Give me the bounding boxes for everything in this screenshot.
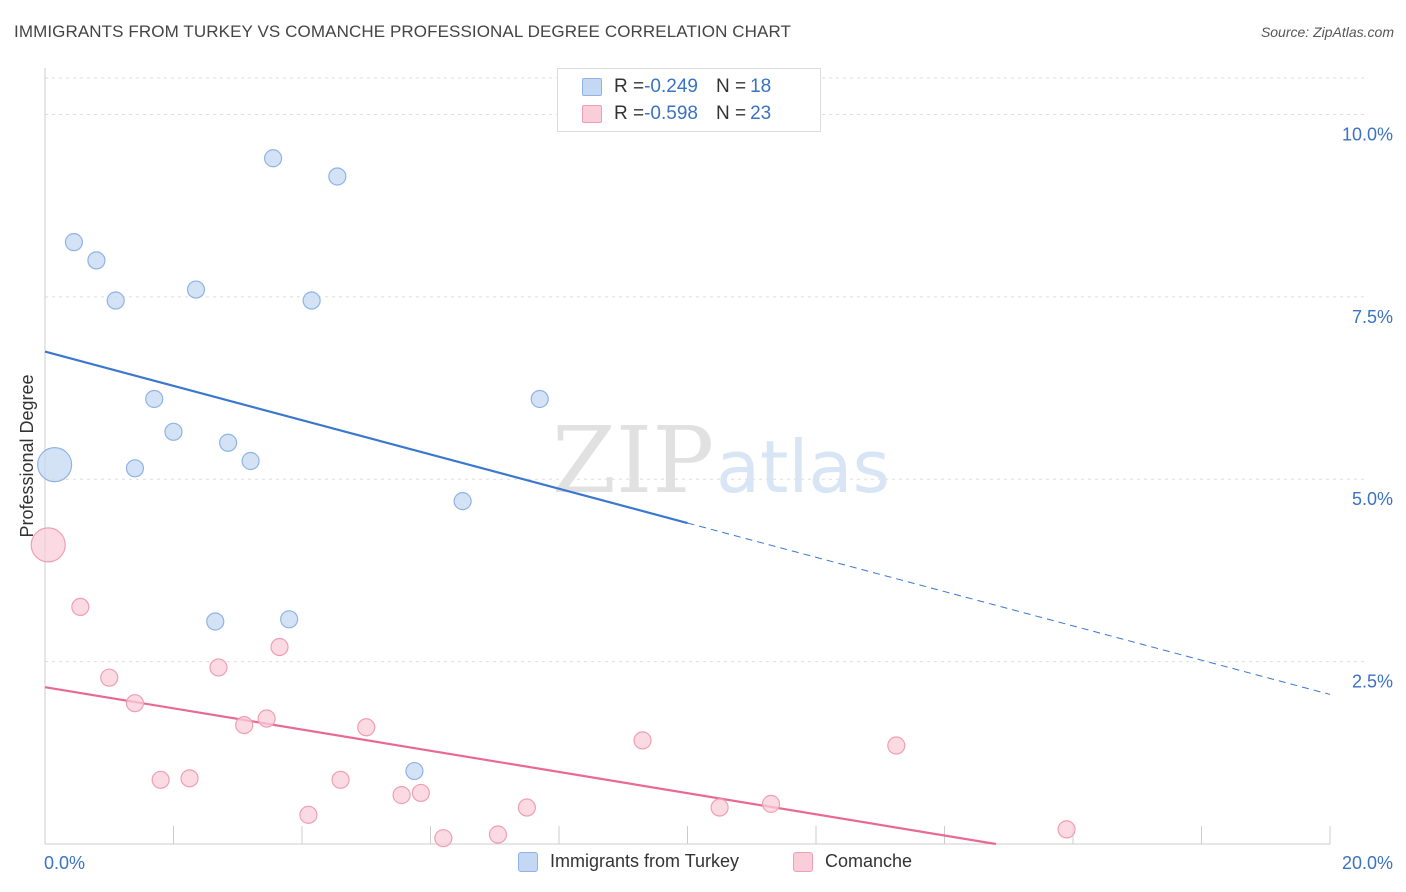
comanche-point bbox=[209, 658, 228, 677]
comanche-point bbox=[270, 637, 289, 657]
turkey-point bbox=[206, 612, 225, 631]
comanche-point bbox=[125, 694, 145, 713]
comanche-point bbox=[257, 709, 276, 728]
comanche-point bbox=[633, 731, 652, 750]
turkey-point bbox=[87, 251, 106, 270]
turkey-point bbox=[328, 167, 347, 186]
comanche-point bbox=[1057, 820, 1076, 839]
turkey-point bbox=[219, 433, 238, 452]
legend-item-turkey[interactable]: Immigrants from Turkey bbox=[518, 851, 739, 872]
turkey-point bbox=[37, 447, 73, 483]
legend-item-comanche[interactable]: Comanche bbox=[793, 851, 912, 872]
turkey-point bbox=[453, 492, 472, 511]
turkey-trend-line bbox=[44, 350, 688, 525]
turkey-swatch bbox=[582, 78, 602, 96]
turkey-trend-extension bbox=[687, 522, 1331, 695]
y-tick-label: 5.0% bbox=[1352, 489, 1393, 509]
comanche-point bbox=[235, 715, 254, 735]
n-value: 23 bbox=[750, 103, 772, 124]
source-credit: Source: ZipAtlas.com bbox=[1260, 24, 1394, 40]
turkey-point bbox=[530, 389, 549, 409]
legend-row-comanche: R = -0.598 N = 23 bbox=[582, 103, 771, 125]
turkey-point bbox=[145, 389, 164, 409]
legend-label: Comanche bbox=[825, 851, 913, 871]
axis-labels: 2.5% 5.0% 7.5% 10.0% 0.0% 20.0% Professional D… bbox=[17, 124, 1393, 873]
comanche-point bbox=[71, 597, 90, 617]
series-legend: Immigrants from Turkey Comanche bbox=[0, 851, 1406, 879]
comanche-point bbox=[299, 805, 318, 824]
y-tick-label: 2.5% bbox=[1352, 672, 1393, 692]
chart-title: IMMIGRANTS FROM TURKEY VS COMANCHE PROFE… bbox=[14, 22, 792, 41]
watermark: ZIP atlas bbox=[552, 407, 890, 514]
comanche-point bbox=[517, 798, 536, 817]
legend-row-turkey: R = -0.249 N = 18 bbox=[582, 76, 771, 98]
turkey-point bbox=[106, 291, 125, 310]
comanche-point bbox=[488, 825, 508, 844]
turkey-point bbox=[164, 422, 183, 441]
data-points bbox=[30, 149, 1076, 848]
n-label: N = bbox=[715, 76, 747, 97]
y-tick-label: 7.5% bbox=[1352, 307, 1393, 327]
y-axis-label: Professional Degree bbox=[17, 374, 37, 537]
comanche-point bbox=[30, 527, 66, 563]
turkey-point bbox=[125, 459, 145, 478]
r-value: -0.598 bbox=[644, 103, 698, 124]
grid-lines bbox=[45, 77, 1365, 663]
n-label: N = bbox=[715, 103, 747, 124]
r-label: R = bbox=[614, 76, 645, 97]
comanche-point bbox=[357, 718, 376, 737]
comanche-swatch bbox=[793, 851, 813, 872]
comanche-point bbox=[434, 829, 453, 848]
comanche-point bbox=[180, 769, 199, 788]
legend-label: Immigrants from Turkey bbox=[550, 851, 740, 871]
watermark-atlas: atlas bbox=[716, 425, 890, 509]
comanche-point bbox=[151, 770, 170, 789]
comanche-point bbox=[411, 783, 430, 803]
turkey-point bbox=[405, 761, 424, 781]
y-tick-label: 10.0% bbox=[1342, 124, 1393, 144]
x-tick-label: 0.0% bbox=[44, 853, 85, 873]
r-value: -0.249 bbox=[644, 76, 698, 97]
turkey-point bbox=[302, 291, 321, 310]
turkey-point bbox=[263, 149, 283, 168]
turkey-swatch bbox=[518, 851, 538, 872]
comanche-point bbox=[331, 770, 350, 789]
comanche-point bbox=[392, 786, 411, 805]
comanche-point bbox=[887, 736, 906, 755]
comanche-point bbox=[761, 794, 781, 813]
comanche-point bbox=[710, 798, 729, 817]
turkey-point bbox=[241, 451, 260, 471]
x-tick-label: 20.0% bbox=[1342, 853, 1393, 873]
correlation-legend: R = -0.249 N = 18 R = -0.598 N = 23 bbox=[557, 68, 821, 132]
turkey-point bbox=[280, 610, 299, 629]
comanche-swatch bbox=[582, 105, 602, 123]
comanche-point bbox=[100, 668, 119, 687]
turkey-point bbox=[186, 280, 206, 299]
watermark-zip: ZIP bbox=[552, 407, 714, 514]
r-label: R = bbox=[614, 103, 645, 124]
n-value: 18 bbox=[750, 76, 772, 97]
trend-lines bbox=[44, 350, 1331, 846]
comanche-trend-line bbox=[44, 686, 997, 846]
turkey-point bbox=[64, 233, 84, 252]
